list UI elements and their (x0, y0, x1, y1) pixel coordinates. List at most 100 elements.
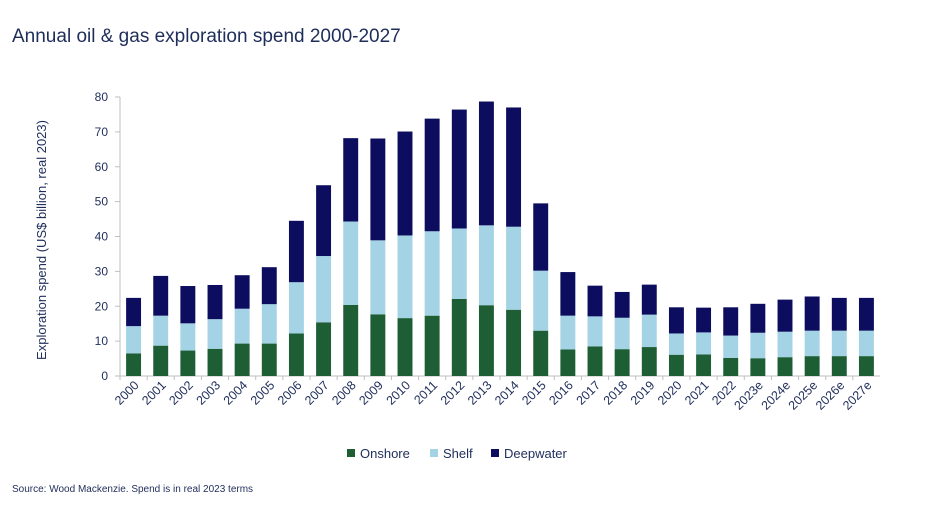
x-tick-label: 2027e (840, 378, 875, 413)
y-tick-label: 60 (95, 160, 109, 174)
bar-shelf-2020 (668, 333, 684, 355)
x-tick-label: 2015 (519, 378, 549, 408)
bar-deepwater-2027e (858, 297, 874, 331)
bar-shelf-2012 (451, 228, 467, 299)
bar-shelf-2006 (288, 282, 304, 334)
legend: Onshore Shelf Deepwater (347, 446, 568, 461)
bar-onshore-2023e (750, 358, 766, 376)
bar-shelf-2014 (506, 226, 522, 310)
x-tick-label: 2005 (248, 378, 278, 408)
bar-onshore-2002 (180, 350, 196, 376)
bar-shelf-2013 (478, 225, 494, 306)
source-note: Source: Wood Mackenzie. Spend is in real… (12, 484, 254, 495)
bar-shelf-2000 (126, 326, 142, 354)
bar-onshore-2003 (207, 348, 223, 376)
bar-shelf-2007 (316, 256, 332, 323)
bar-deepwater-2025e (804, 296, 820, 331)
x-tick-label: 2018 (601, 378, 631, 408)
y-axis-ticks: 0 10 20 30 40 50 60 70 80 (95, 90, 120, 383)
x-tick-label: 2024e (759, 378, 794, 413)
bar-onshore-2000 (126, 353, 142, 376)
bar-shelf-2024e (777, 331, 793, 358)
bar-onshore-2006 (288, 333, 304, 376)
bar-onshore-2016 (560, 349, 576, 376)
bar-shelf-2017 (587, 316, 603, 347)
bar-shelf-2009 (370, 240, 386, 315)
bar-shelf-2016 (560, 315, 576, 350)
bar-deepwater-2021 (696, 307, 712, 333)
x-tick-label: 2023e (731, 378, 766, 413)
bar-shelf-2022 (723, 335, 739, 358)
y-axis-label: Exploration spend (US$ billion, real 202… (34, 120, 49, 360)
bar-deepwater-2019 (641, 284, 657, 315)
y-tick-label: 80 (95, 90, 109, 104)
legend-label-shelf: Shelf (443, 446, 473, 461)
x-tick-label: 2000 (112, 378, 142, 408)
legend-label-onshore: Onshore (360, 446, 410, 461)
bar-shelf-2025e (804, 330, 820, 357)
bar-shelf-2003 (207, 319, 223, 349)
bar-shelf-2026e (831, 330, 847, 357)
bar-deepwater-2026e (831, 297, 847, 331)
bar-onshore-2024e (777, 357, 793, 376)
bar-deepwater-2024e (777, 299, 793, 332)
bar-onshore-2005 (261, 343, 277, 376)
bar-shelf-2001 (153, 315, 169, 346)
x-tick-label: 2026e (813, 378, 848, 413)
bar-onshore-2014 (506, 309, 522, 376)
bar-deepwater-2005 (261, 267, 277, 305)
x-tick-label: 2004 (221, 378, 251, 408)
x-tick-label: 2025e (786, 378, 821, 413)
bar-onshore-2007 (316, 322, 332, 376)
bars (126, 101, 874, 376)
bar-deepwater-2008 (343, 138, 359, 222)
x-tick-label: 2014 (492, 378, 522, 408)
bar-shelf-2002 (180, 323, 196, 351)
x-tick-label: 2006 (275, 378, 305, 408)
bar-shelf-2021 (696, 332, 712, 355)
bar-shelf-2010 (397, 235, 413, 319)
bar-deepwater-2012 (451, 109, 467, 229)
bar-deepwater-2006 (288, 220, 304, 283)
x-tick-label: 2011 (411, 378, 440, 407)
bar-onshore-2025e (804, 356, 820, 376)
bar-shelf-2023e (750, 332, 766, 359)
bar-deepwater-2022 (723, 307, 739, 336)
x-tick-label: 2016 (546, 378, 576, 408)
legend-swatch-onshore (347, 449, 355, 457)
legend-swatch-shelf (430, 449, 438, 457)
chart-title: Annual oil & gas exploration spend 2000-… (12, 26, 401, 47)
bar-onshore-2019 (641, 347, 657, 376)
bar-deepwater-2017 (587, 285, 603, 317)
bar-deepwater-2001 (153, 275, 169, 316)
bar-onshore-2021 (696, 354, 712, 376)
bar-deepwater-2011 (424, 118, 440, 232)
bar-onshore-2009 (370, 314, 386, 376)
legend-label-deepwater: Deepwater (504, 446, 568, 461)
bar-deepwater-2004 (234, 275, 250, 309)
bar-deepwater-2018 (614, 291, 630, 318)
bar-shelf-2027e (858, 330, 874, 357)
x-tick-label: 2007 (302, 378, 332, 408)
bar-onshore-2011 (424, 315, 440, 376)
y-tick-label: 70 (95, 125, 109, 139)
x-tick-label: 2013 (465, 378, 495, 408)
x-tick-label: 2017 (574, 378, 604, 408)
bar-shelf-2005 (261, 304, 277, 344)
x-tick-label: 2008 (329, 378, 359, 408)
bar-deepwater-2016 (560, 272, 576, 316)
y-tick-label: 50 (95, 195, 109, 209)
x-tick-label: 2002 (166, 378, 196, 408)
bar-shelf-2011 (424, 231, 440, 316)
bar-onshore-2026e (831, 356, 847, 376)
bar-deepwater-2002 (180, 286, 196, 324)
bar-onshore-2015 (533, 330, 549, 376)
y-tick-label: 40 (95, 230, 109, 244)
bar-onshore-2018 (614, 349, 630, 376)
bar-onshore-2008 (343, 304, 359, 376)
bar-onshore-2020 (668, 354, 684, 376)
bar-shelf-2018 (614, 317, 630, 350)
bar-deepwater-2014 (506, 107, 522, 227)
x-tick-label: 2021 (682, 378, 712, 408)
